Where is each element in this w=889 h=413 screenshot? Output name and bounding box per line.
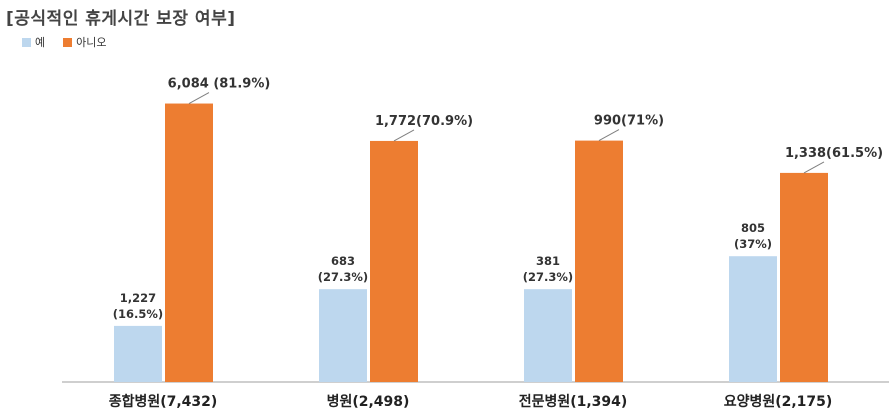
legend-swatch-yes [22, 37, 31, 47]
legend: 예 아니오 [22, 34, 107, 50]
legend-swatch-no [63, 37, 73, 47]
data-label-yes-value-0: 1,227 [120, 291, 156, 305]
chart-title: [공식적인 휴게시간 보장 여부] [6, 9, 236, 29]
leader-line-no-1 [393, 129, 415, 142]
category-label-2: 전문병원(1,394) [519, 393, 628, 410]
bar-yes-3 [729, 256, 777, 382]
data-label-no-2: 990(71%) [594, 114, 664, 129]
data-label-yes-percent-2: (27.3%) [523, 270, 573, 284]
data-label-no-1: 1,772(70.9%) [375, 114, 473, 129]
leader-line-no-2 [598, 129, 620, 142]
data-label-no-3: 1,338(61.5%) [785, 146, 883, 161]
data-label-no-0: 6,084 (81.9%) [168, 77, 271, 92]
bar-yes-2 [524, 289, 572, 382]
data-label-yes-percent-0: (16.5%) [113, 307, 163, 321]
bar-yes-1 [319, 289, 367, 382]
data-label-yes-value-2: 381 [536, 254, 560, 268]
bar-no-2 [575, 140, 623, 382]
data-label-yes-value-1: 683 [331, 254, 355, 268]
leader-line-no-0 [188, 92, 210, 104]
leader-line-no-3 [803, 161, 825, 174]
bar-no-0 [165, 103, 213, 382]
data-label-yes-percent-1: (27.3%) [318, 270, 368, 284]
category-label-1: 병원(2,498) [327, 393, 410, 410]
bar-no-1 [370, 140, 418, 382]
legend-item-no: 아니오 [63, 34, 107, 50]
legend-label-yes: 예 [35, 36, 46, 49]
bar-no-3 [780, 172, 828, 382]
legend-label-no: 아니오 [76, 36, 107, 49]
legend-item-yes: 예 [22, 34, 45, 50]
data-label-yes-value-3: 805 [741, 221, 765, 235]
data-label-yes-percent-3: (37%) [734, 237, 772, 251]
category-label-3: 요양병원(2,175) [724, 393, 833, 410]
category-label-0: 종합병원(7,432) [109, 393, 218, 410]
bar-yes-0 [114, 325, 162, 382]
